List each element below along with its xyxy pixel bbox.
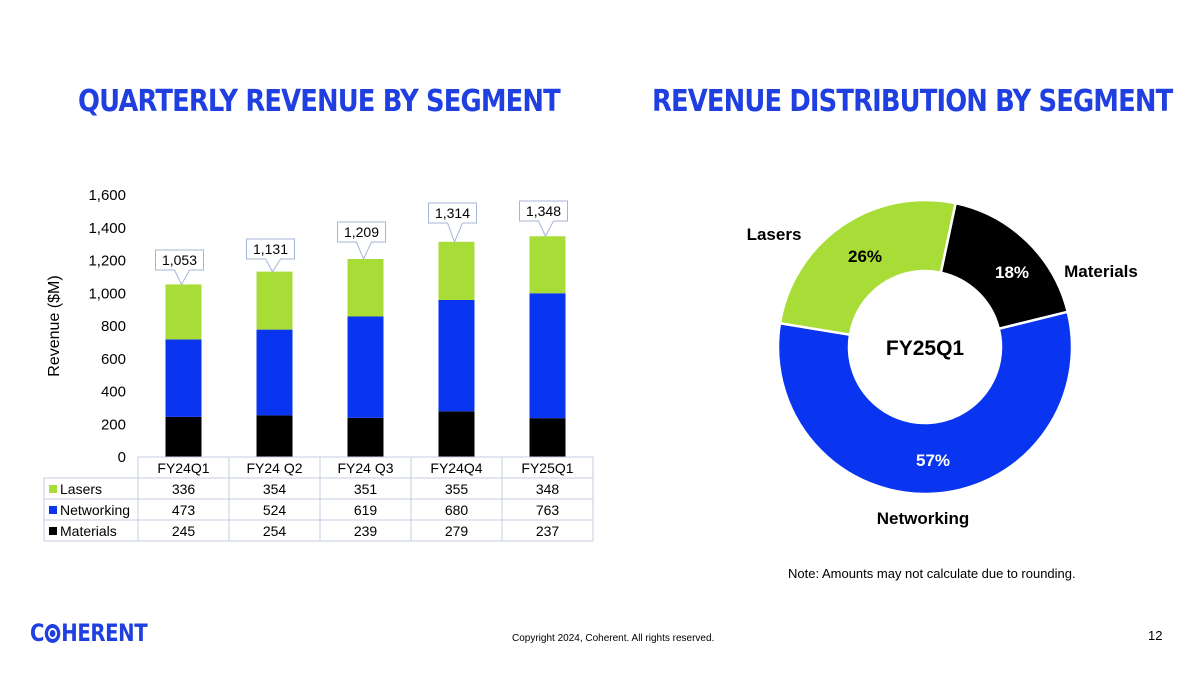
slice-percent-label: 18% xyxy=(995,263,1029,282)
bar-lasers xyxy=(529,236,566,294)
bar-lasers xyxy=(256,271,293,330)
total-label: 1,053 xyxy=(162,252,197,268)
bar-networking xyxy=(256,329,293,416)
donut-chart-title: REVENUE DISTRIBUTION BY SEGMENT xyxy=(652,84,1173,119)
bar-lasers xyxy=(165,284,202,340)
y-tick-label: 1,400 xyxy=(88,220,126,237)
logo-text-left: C xyxy=(30,619,45,647)
legend-swatch xyxy=(49,485,57,493)
table-cell: 354 xyxy=(263,481,287,497)
donut-slice-networking xyxy=(776,310,1074,496)
bar-networking xyxy=(347,316,384,418)
callout-box xyxy=(246,238,295,273)
table-cell: 619 xyxy=(354,502,378,518)
table-cell: 680 xyxy=(445,502,469,518)
globe-icon xyxy=(44,623,61,643)
slice-percent-label: 26% xyxy=(848,247,882,266)
y-tick-label: 1,600 xyxy=(88,187,126,204)
donut-slice-lasers xyxy=(778,198,958,337)
rounding-note: Note: Amounts may not calculate due to r… xyxy=(788,566,1076,581)
y-tick-label: 1,000 xyxy=(88,285,126,302)
callout-box xyxy=(337,221,386,261)
legend-label: Materials xyxy=(60,523,117,539)
legend-label: Lasers xyxy=(60,481,102,497)
total-label: 1,348 xyxy=(526,203,561,219)
table-cell: 254 xyxy=(263,523,287,539)
bar-materials xyxy=(347,417,384,457)
bar-lasers xyxy=(438,241,475,300)
bar-materials xyxy=(165,416,202,457)
legend-swatch xyxy=(49,506,57,514)
callout-box xyxy=(519,200,568,238)
copyright-text: Copyright 2024, Coherent. All rights res… xyxy=(512,633,715,644)
bar-materials xyxy=(438,411,475,457)
bar-materials xyxy=(256,415,293,457)
donut-slice-materials xyxy=(939,201,1070,331)
table-cell: 239 xyxy=(354,523,378,539)
y-tick-label: 200 xyxy=(101,416,126,433)
y-tick-label: 1,200 xyxy=(88,253,126,270)
bar-networking xyxy=(165,339,202,417)
y-tick-label: 400 xyxy=(101,384,126,401)
legend-label: Networking xyxy=(60,502,130,518)
total-label: 1,314 xyxy=(435,205,470,221)
table-cell: 336 xyxy=(172,481,196,497)
slice-name-label: Networking xyxy=(877,509,970,528)
table-cell: 237 xyxy=(536,523,560,539)
y-tick-label: 800 xyxy=(101,318,126,335)
table-cell: 279 xyxy=(445,523,469,539)
table-cell: 763 xyxy=(536,502,560,518)
table-cell: 355 xyxy=(445,481,469,497)
logo-text-right: HERENT xyxy=(61,619,148,647)
slice-percent-label: 57% xyxy=(916,451,950,470)
y-tick-label: 600 xyxy=(101,351,126,368)
total-callout: 1,314 xyxy=(428,202,477,244)
x-tick-label: FY24 Q3 xyxy=(337,460,393,476)
table-cell: 473 xyxy=(172,502,196,518)
slice-name-label: Materials xyxy=(1064,262,1138,281)
y-tick-label: 0 xyxy=(118,449,126,466)
total-label: 1,209 xyxy=(344,224,379,240)
table-cell: 524 xyxy=(263,502,287,518)
coherent-logo: C HERENT xyxy=(30,619,148,647)
total-callout: 1,131 xyxy=(246,238,295,273)
page-number: 12 xyxy=(1148,628,1163,643)
x-tick-label: FY24Q4 xyxy=(430,460,482,476)
x-tick-label: FY24 Q2 xyxy=(246,460,302,476)
total-callout: 1,209 xyxy=(337,221,386,261)
donut-center-label: FY25Q1 xyxy=(886,337,965,360)
bar-networking xyxy=(529,293,566,419)
callout-box xyxy=(155,249,204,286)
total-callout: 1,348 xyxy=(519,200,568,238)
table-cell: 245 xyxy=(172,523,196,539)
legend-swatch xyxy=(49,527,57,535)
table-cell: 348 xyxy=(536,481,560,497)
x-tick-label: FY25Q1 xyxy=(521,460,573,476)
slice-name-label: Lasers xyxy=(747,225,802,244)
y-axis-label: Revenue ($M) xyxy=(46,275,63,376)
total-label: 1,131 xyxy=(253,241,288,257)
x-tick-label: FY24Q1 xyxy=(157,460,209,476)
bar-lasers xyxy=(347,259,384,317)
bar-materials xyxy=(529,418,566,457)
table-cell: 351 xyxy=(354,481,378,497)
bar-chart-title: QUARTERLY REVENUE BY SEGMENT xyxy=(78,84,561,119)
bar-networking xyxy=(438,299,475,412)
callout-box xyxy=(428,202,477,244)
total-callout: 1,053 xyxy=(155,249,204,286)
